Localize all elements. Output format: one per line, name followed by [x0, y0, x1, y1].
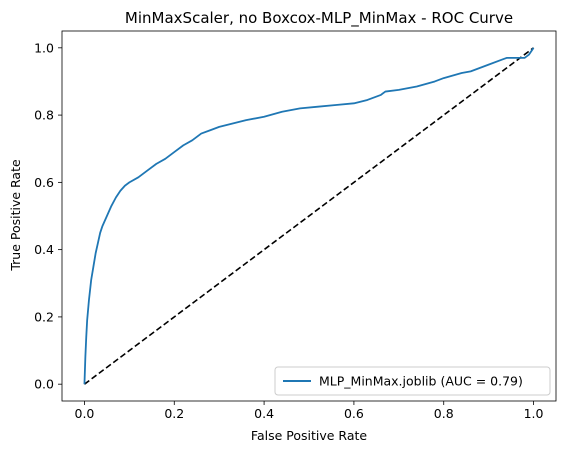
x-axis-label: False Positive Rate — [251, 428, 367, 443]
y-tick-label: 1.0 — [34, 40, 54, 55]
x-tick-label: 0.8 — [434, 406, 454, 421]
legend-entry: MLP_MinMax.joblib (AUC = 0.79) — [319, 374, 523, 389]
x-tick-label: 0.0 — [75, 406, 95, 421]
y-tick-label: 0.4 — [34, 242, 54, 257]
y-tick-label: 0.6 — [34, 175, 54, 190]
x-tick-label: 0.6 — [344, 406, 364, 421]
chart-title: MinMaxScaler, no Boxcox-MLP_MinMax - ROC… — [125, 9, 513, 28]
y-tick-label: 0.8 — [34, 108, 54, 123]
x-tick-label: 1.0 — [524, 406, 544, 421]
legend: MLP_MinMax.joblib (AUC = 0.79) — [275, 367, 550, 395]
x-tick-label: 0.4 — [254, 406, 274, 421]
chance-diagonal-line — [84, 48, 533, 384]
plot-area — [84, 48, 533, 384]
x-tick-label: 0.2 — [164, 406, 184, 421]
y-tick-label: 0.0 — [34, 377, 54, 392]
y-axis-label: True Positive Rate — [8, 159, 23, 272]
y-tick-label: 0.2 — [34, 309, 54, 324]
